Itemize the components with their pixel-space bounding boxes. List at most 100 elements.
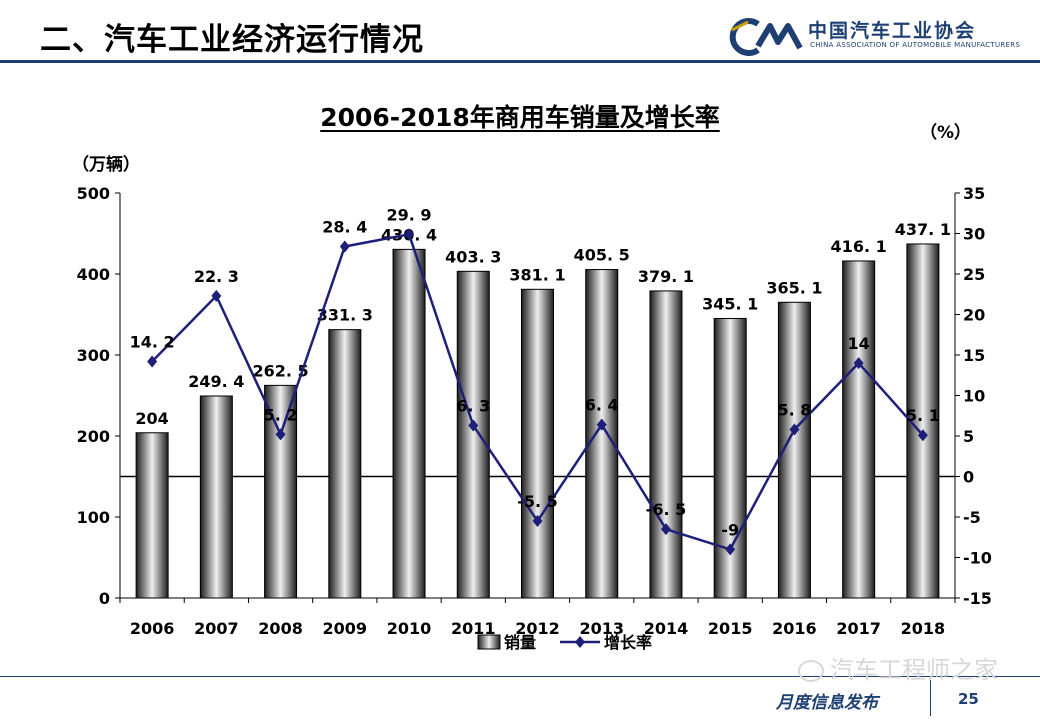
sales-bar (328, 329, 362, 599)
x-axis-tick-label: 2014 (644, 619, 689, 638)
growth-rate-label: 6. 4 (585, 396, 619, 415)
sales-value-label: 379. 1 (638, 267, 694, 286)
left-axis-tick-label: 500 (77, 184, 110, 203)
growth-rate-label: 14. 2 (130, 332, 175, 351)
growth-rate-marker (917, 429, 928, 442)
sales-value-label: 416. 1 (831, 237, 887, 256)
publisher-label: 月度信息发布 (776, 693, 878, 713)
chart-title: 2006-2018年商用车销量及增长率 (320, 103, 720, 132)
right-axis-tick-label: 30 (963, 225, 985, 244)
wechat-icon (798, 660, 824, 682)
sales-value-label: 249. 4 (188, 372, 244, 391)
growth-rate-label: -9 (721, 520, 739, 539)
right-axis-tick-label: -5 (963, 508, 981, 527)
growth-rate-marker (147, 355, 158, 368)
sales-value-label: 262. 5 (252, 361, 308, 380)
slide-title: 二、汽车工业经济运行情况 (40, 22, 424, 58)
growth-rate-label: -6. 5 (646, 500, 687, 519)
right-axis-tick-label: 15 (963, 346, 985, 365)
growth-rate-label: 22. 3 (194, 267, 239, 286)
left-axis-tick-label: 0 (99, 589, 110, 608)
sales-bar (392, 248, 426, 599)
sales-value-label: 437. 1 (895, 220, 951, 239)
sales-value-label: 381. 1 (509, 265, 565, 284)
growth-rate-marker (660, 523, 671, 536)
sales-bar (842, 260, 876, 599)
left-axis-tick-label: 400 (77, 265, 110, 284)
right-axis-unit: （%） (920, 122, 971, 143)
header-rule (0, 60, 1040, 63)
x-axis-tick-label: 2015 (708, 619, 753, 638)
growth-rate-label: 14 (848, 334, 870, 353)
left-axis-unit: （万辆） (72, 154, 140, 175)
growth-rate-marker (789, 423, 800, 436)
left-axis-tick-label: 300 (77, 346, 110, 365)
growth-rate-marker (275, 428, 286, 441)
x-axis-tick-label: 2006 (130, 619, 175, 638)
logo-name: 中国汽车工业协会 (808, 20, 977, 42)
sales-bar (713, 317, 747, 599)
cam-logo-icon (729, 18, 803, 56)
x-axis-tick-label: 2017 (836, 619, 881, 638)
x-axis-tick-label: 2016 (772, 619, 817, 638)
logo-subtitle: CHINA ASSOCIATION OF AUTOMOBILE MANUFACT… (810, 41, 1021, 49)
growth-rate-marker (211, 289, 222, 302)
left-axis-tick-label: 100 (77, 508, 110, 527)
watermark: 汽车工程师之家 (798, 650, 998, 685)
growth-rate-label: 6. 3 (456, 396, 490, 415)
growth-rate-marker (404, 228, 415, 241)
growth-rate-marker (725, 543, 736, 556)
growth-rate-marker (853, 357, 864, 370)
sales-value-label: 365. 1 (766, 278, 822, 297)
growth-rate-marker (532, 515, 543, 528)
sales-bar (135, 432, 169, 599)
legend-marker-growth (575, 636, 585, 648)
x-axis-tick-label: 2009 (323, 619, 368, 638)
growth-rate-marker (596, 418, 607, 431)
sales-bar (199, 395, 233, 599)
right-axis-tick-label: -15 (963, 589, 992, 608)
footer-divider (930, 680, 931, 716)
sales-value-label: 345. 1 (702, 294, 758, 313)
growth-rate-marker (468, 419, 479, 432)
growth-rate-label: 29. 9 (387, 205, 432, 224)
sales-bar (264, 384, 298, 599)
sales-bar (649, 290, 683, 599)
sales-bar (456, 270, 490, 599)
growth-rate-label: 5. 2 (264, 405, 298, 424)
sales-bar (521, 288, 554, 599)
x-axis-tick-label: 2008 (258, 619, 303, 638)
association-logo: 中国汽车工业协会 CHINA ASSOCIATION OF AUTOMOBILE… (728, 16, 1020, 56)
growth-rate-marker (339, 240, 350, 253)
right-axis-tick-label: 25 (963, 265, 985, 284)
growth-rate-label: 28. 4 (322, 217, 367, 236)
sales-value-label: 403. 3 (445, 247, 501, 266)
sales-value-label: 405. 5 (574, 246, 630, 265)
right-axis-tick-label: 20 (963, 306, 985, 325)
growth-rate-label: 5. 8 (777, 401, 811, 420)
legend-label-growth: 增长率 (604, 633, 652, 652)
footer-rule (0, 676, 1040, 677)
sales-bar (906, 243, 940, 599)
x-axis-tick-label: 2010 (387, 619, 432, 638)
sales-bar (585, 269, 619, 599)
x-axis-tick-label: 2011 (451, 619, 496, 638)
page-number: 25 (958, 690, 979, 708)
legend-swatch-sales (477, 634, 501, 650)
sales-value-label: 331. 3 (317, 306, 373, 325)
right-axis-tick-label: 10 (963, 387, 985, 406)
x-axis-tick-label: 2012 (515, 619, 560, 638)
right-axis-tick-label: 35 (963, 184, 985, 203)
watermark-text: 汽车工程师之家 (830, 656, 998, 684)
x-axis-tick-label: 2007 (194, 619, 239, 638)
sales-value-label: 204 (135, 409, 168, 428)
left-axis-tick-label: 200 (77, 427, 110, 446)
right-axis-tick-label: 0 (963, 468, 974, 487)
right-axis-tick-label: 5 (963, 427, 974, 446)
growth-rate-label: -5. 5 (517, 492, 558, 511)
x-axis-tick-label: 2013 (579, 619, 624, 638)
legend-label-sales: 销量 (504, 633, 536, 652)
x-axis-tick-label: 2018 (901, 619, 946, 638)
right-axis-tick-label: -10 (963, 549, 992, 568)
